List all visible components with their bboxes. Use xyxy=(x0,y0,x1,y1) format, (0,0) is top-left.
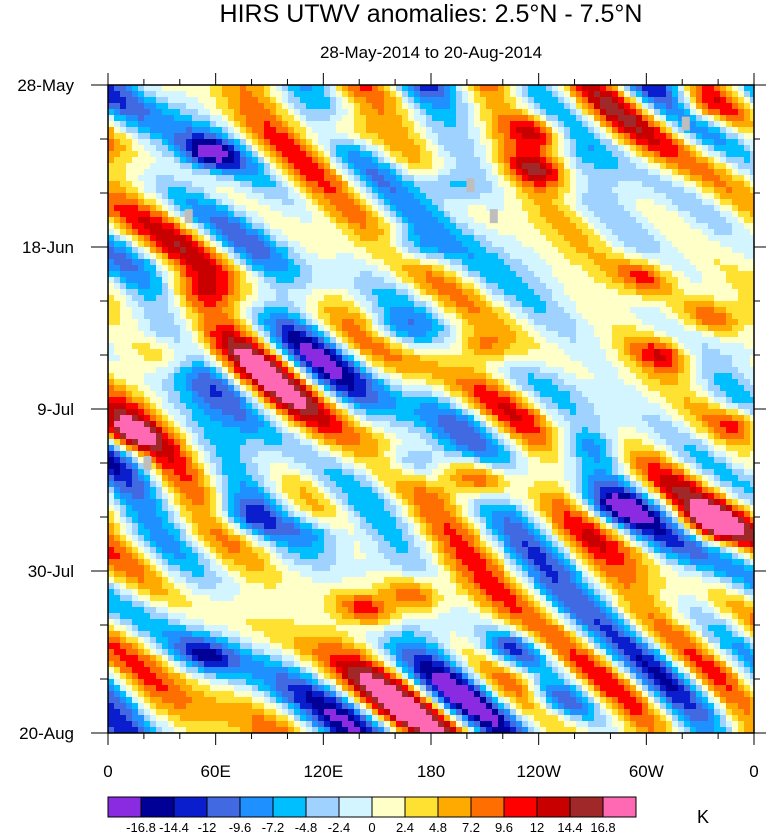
x-tick-label: 0 xyxy=(749,762,758,781)
colorbar-swatch xyxy=(272,796,307,818)
y-tick-label: 9-Jul xyxy=(37,400,74,419)
colorbar-label: -16.8 xyxy=(126,820,156,834)
colorbar-swatch xyxy=(569,796,604,818)
colorbar-swatch xyxy=(305,796,340,818)
x-tick-label: 180 xyxy=(417,762,445,781)
colorbar-swatch xyxy=(173,796,208,818)
y-tick-label: 18-Jun xyxy=(22,238,74,257)
colorbar-label: -4.8 xyxy=(295,820,317,834)
colorbar-label: -9.6 xyxy=(229,820,251,834)
colorbar-label: -14.4 xyxy=(159,820,189,834)
x-tick-label: 0 xyxy=(103,762,112,781)
missing-data-cell xyxy=(489,209,498,224)
colorbar-swatch xyxy=(206,796,241,818)
colorbar-label: 12 xyxy=(530,820,544,834)
x-tick-label: 120W xyxy=(516,762,560,781)
plot-area xyxy=(108,85,754,733)
y-axis: 28-May 18-Jun 9-Jul 30-Jul 20-Aug xyxy=(17,76,766,743)
missing-data-cell xyxy=(466,178,475,193)
colorbar-label: -12 xyxy=(198,820,217,834)
colorbar-swatch xyxy=(107,796,142,818)
x-tick-label: 60E xyxy=(201,762,231,781)
x-axis: 0 60E 120E 180 120W 60W 0 xyxy=(103,73,759,781)
colorbar-swatch xyxy=(470,796,505,818)
y-tick-label: 30-Jul xyxy=(28,562,74,581)
colorbar-swatch xyxy=(338,796,373,818)
colorbar-label: -7.2 xyxy=(262,820,284,834)
colorbar-swatch xyxy=(503,796,538,818)
x-tick-label: 120E xyxy=(303,762,343,781)
colorbar-swatch xyxy=(140,796,175,818)
colorbar-unit-label: K xyxy=(697,807,709,827)
colorbar-label: 9.6 xyxy=(495,820,513,834)
colorbar-label: 0 xyxy=(368,820,375,834)
chart-subtitle: 28-May-2014 to 20-Aug-2014 xyxy=(320,43,542,62)
colorbar-label: 16.8 xyxy=(590,820,615,834)
colorbar: -16.8 -14.4 -12 -9.6 -7.2 -4.8 -2.4 0 2.4 4.8 7.2 9… xyxy=(107,796,637,834)
colorbar-swatch xyxy=(602,796,637,818)
colorbar-label: 7.2 xyxy=(462,820,480,834)
colorbar-label: -2.4 xyxy=(328,820,350,834)
colorbar-label: 14.4 xyxy=(557,820,582,834)
y-tick-label: 20-Aug xyxy=(19,724,74,743)
colorbar-swatch xyxy=(404,796,439,818)
colorbar-label: 4.8 xyxy=(429,820,447,834)
colorbar-swatch xyxy=(536,796,571,818)
missing-data-cell xyxy=(681,116,690,131)
missing-data-cell xyxy=(143,456,152,470)
colorbar-swatch xyxy=(371,796,406,818)
missing-data-cells xyxy=(143,116,690,470)
x-tick-label: 60W xyxy=(629,762,664,781)
missing-data-cell xyxy=(184,209,193,224)
colorbar-swatch xyxy=(239,796,274,818)
colorbar-label: 2.4 xyxy=(396,820,414,834)
chart-title: HIRS UTWV anomalies: 2.5°N - 7.5°N xyxy=(220,0,643,28)
colorbar-swatch xyxy=(437,796,472,818)
y-tick-label: 28-May xyxy=(17,76,74,95)
